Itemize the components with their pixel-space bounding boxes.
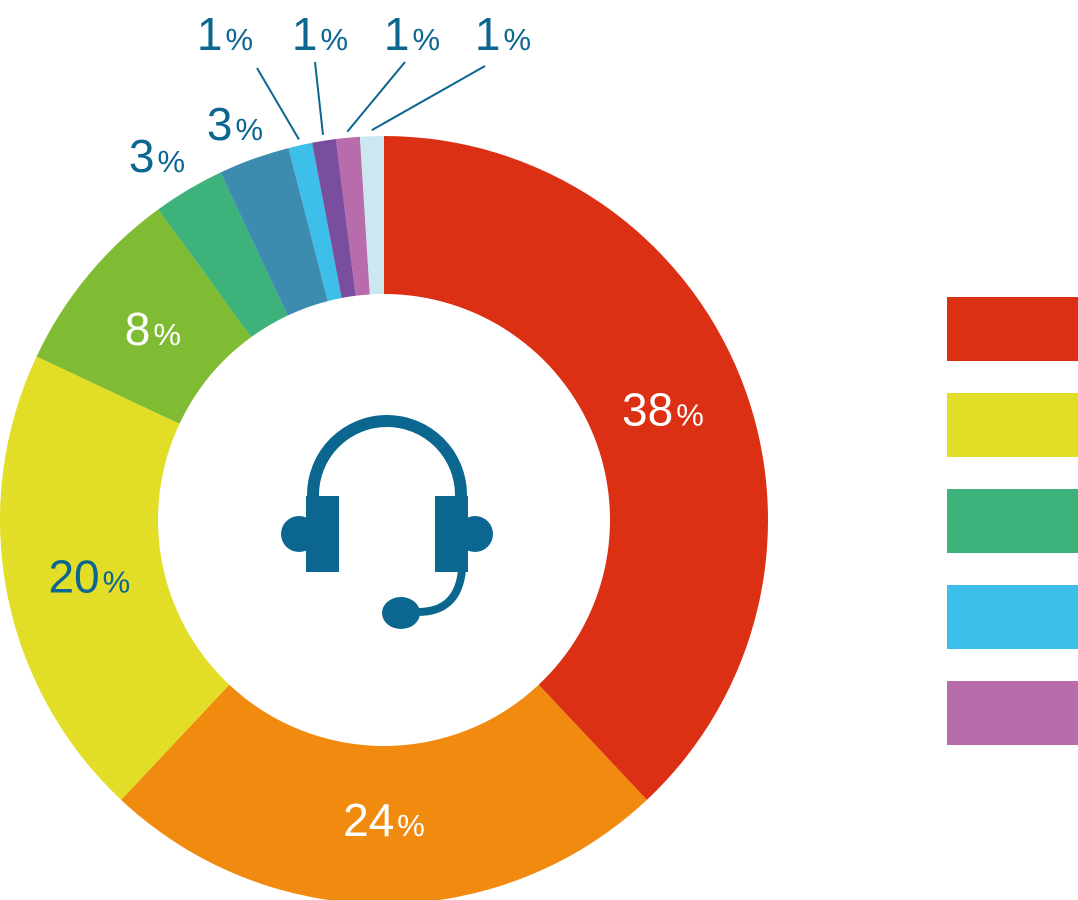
slice-1 [384,136,769,800]
slice-label-value: 1 [197,8,223,60]
slice-label-percent: % [504,22,532,57]
slice-label-8: 1% [292,8,348,60]
slice-label-value: 24 [343,794,394,846]
slice-label-7: 1% [197,8,253,60]
slice-label-value: 38 [622,384,673,436]
slice-label-percent: % [226,22,254,57]
slice-label-5: 3% [129,130,185,182]
donut-slices [0,136,769,900]
slice-label-3: 20% [48,550,130,602]
leader-lines [256,61,486,140]
slice-2 [121,684,647,900]
slice-labels: 38%24%20%8%3%3%1% 1% 1% 1% [48,8,703,846]
slice-label-percent: % [321,22,349,57]
slice-label-10: 1% [475,8,531,60]
slice-label-value: 1 [292,8,318,60]
slice-label-value: 8 [125,303,151,355]
slice-label-percent: % [676,398,704,433]
legend-swatch-5 [947,681,1078,745]
legend-swatch-4 [947,585,1078,649]
slice-label-value: 1 [384,8,410,60]
slice-label-2: 24% [343,794,425,846]
slice-label-percent: % [153,317,181,352]
slice-label-value: 3 [129,130,155,182]
slice-7 [288,142,342,302]
slice-label-percent: % [397,808,425,843]
slice-label-value: 1 [475,8,501,60]
slice-8 [312,139,356,299]
slice-label-value: 3 [207,98,233,150]
legend [947,297,1078,745]
legend-swatch-3 [947,489,1078,553]
leader-line-10 [371,65,486,132]
leader-line-7 [256,67,300,140]
slice-label-percent: % [236,112,264,147]
leader-line-9 [346,61,406,133]
slice-label-percent: % [158,144,186,179]
slice-6 [220,148,328,316]
slice-label-4: 8% [125,303,181,355]
leader-line-8 [314,61,324,135]
slice-label-6: 3% [207,98,263,150]
slice-3 [0,356,230,800]
slice-10 [359,136,384,295]
slice-5 [158,172,288,338]
legend-swatch-2 [947,393,1078,457]
slice-9 [335,136,370,296]
slice-label-percent: % [413,22,441,57]
slice-4 [36,209,252,424]
slice-label-1: 38% [622,384,704,436]
slice-label-9: 1% [384,8,440,60]
slice-label-percent: % [103,564,131,599]
legend-swatch-1 [947,297,1078,361]
headset-icon [281,415,493,629]
slice-label-value: 20 [48,550,99,602]
